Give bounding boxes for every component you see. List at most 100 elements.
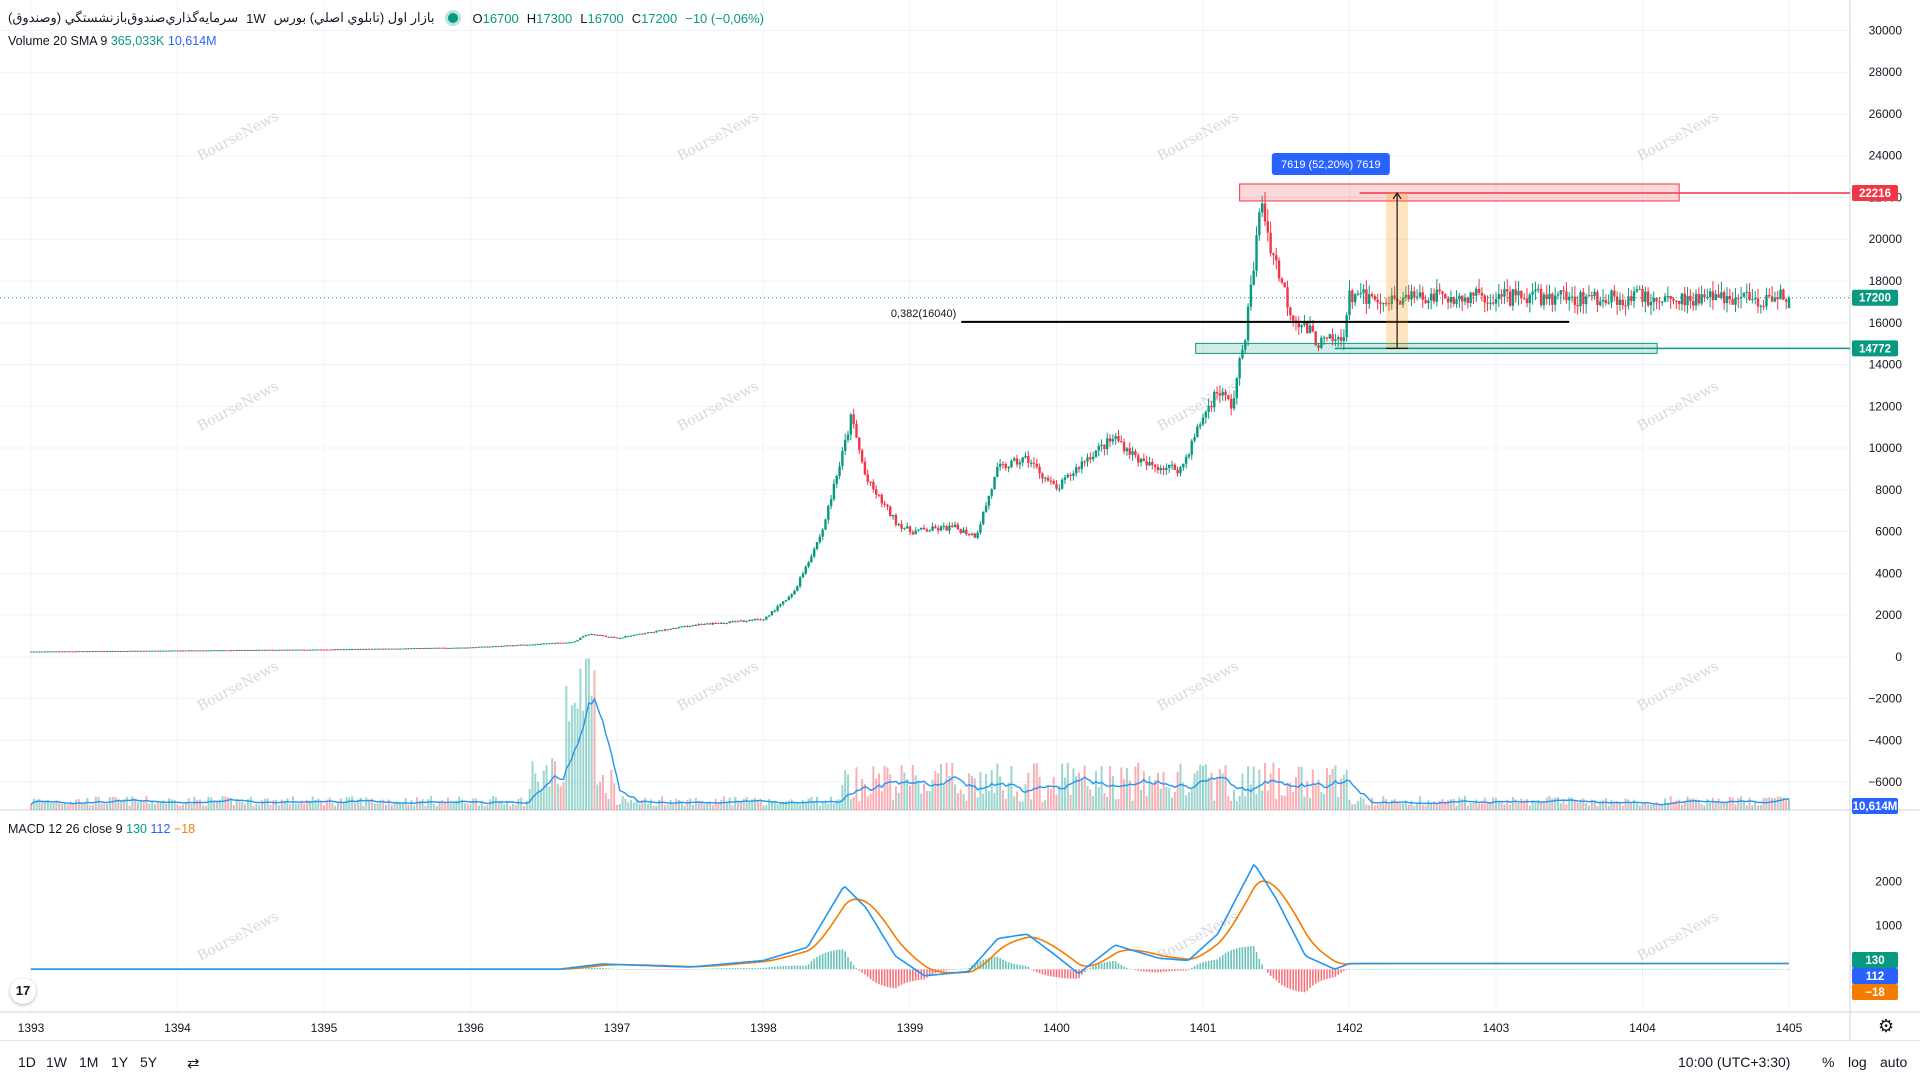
candle-body — [1703, 294, 1706, 298]
macd-hist-bar — [1568, 969, 1571, 970]
candle-body — [1599, 301, 1602, 306]
volume-bar — [970, 775, 973, 810]
clock-timezone[interactable]: 10:00 (UTC+3:30) — [1678, 1054, 1791, 1070]
volume-bar — [182, 804, 185, 810]
candle-body — [821, 529, 824, 537]
macd-hist-bar — [990, 957, 993, 970]
macd-hist-bar — [1266, 969, 1269, 973]
volume-bar — [261, 800, 264, 810]
tradingview-logo-icon[interactable]: 17 — [10, 978, 36, 1004]
timeframe-1m[interactable]: 1M — [79, 1054, 99, 1070]
volume-bar — [1292, 792, 1295, 810]
timeframe-1y[interactable]: 1Y — [111, 1054, 129, 1070]
volume-bar — [855, 767, 858, 810]
candle-body — [1060, 479, 1064, 489]
candle-body — [179, 650, 182, 652]
volume-bar — [601, 774, 604, 810]
volume-bar — [477, 805, 480, 810]
volume-bar — [1624, 798, 1627, 810]
macd-hist-bar — [951, 969, 954, 970]
volume-bar — [1221, 773, 1224, 810]
volume-bar — [745, 796, 748, 810]
candle-body — [734, 621, 737, 623]
timeframe-5y[interactable]: 5Y — [140, 1054, 158, 1070]
candle-body — [801, 573, 805, 578]
macd-hist-bar — [768, 967, 770, 970]
volume-bar — [1686, 796, 1689, 810]
candle-body — [1148, 462, 1151, 466]
macd-hist-bar — [1650, 969, 1652, 970]
volume-bar — [508, 805, 511, 810]
candle-body — [1658, 301, 1661, 303]
macd-hist-bar — [1382, 969, 1385, 970]
candle-body — [883, 503, 886, 505]
macd-hist-bar — [1314, 969, 1317, 984]
candle-body — [1151, 462, 1154, 465]
macd-hist-bar — [1621, 969, 1624, 970]
candle-body — [1706, 296, 1709, 298]
symbol-name[interactable]: سرمايه‌گذاري‌صندوق‌بازنشستگي (وصندوق) — [8, 10, 239, 25]
macd-hist-bar — [1455, 969, 1458, 970]
candle-body — [1444, 293, 1447, 299]
volume-legend[interactable]: Volume 20 SMA 9 365,033K 10,614M — [8, 34, 217, 48]
volume-bar — [1618, 801, 1621, 810]
macd-hist-bar — [579, 968, 582, 970]
candle-body — [1125, 448, 1129, 452]
gear-icon[interactable]: ⚙ — [1878, 1016, 1895, 1036]
percent-toggle[interactable]: % — [1822, 1054, 1835, 1070]
macd-hist-bar — [889, 969, 892, 988]
log-toggle[interactable]: log — [1848, 1054, 1867, 1070]
candle-body — [1669, 296, 1672, 299]
candle-body — [894, 514, 898, 525]
candle-body — [66, 651, 69, 653]
candle-body — [1579, 292, 1582, 307]
macd-hist-bar — [1683, 969, 1686, 970]
volume-bar — [342, 802, 345, 810]
candle-body — [497, 646, 500, 648]
candle-body — [218, 650, 221, 652]
candle-body — [184, 650, 188, 652]
macd-hist-bar — [661, 969, 663, 970]
macd-hist-bar — [635, 969, 638, 970]
candle-body — [1162, 468, 1165, 470]
volume-bar — [100, 803, 103, 810]
time-tick-label: 1400 — [1043, 1021, 1070, 1035]
candle-body — [1649, 301, 1653, 306]
volume-bar — [452, 802, 455, 810]
volume-bar — [1185, 795, 1188, 810]
price-badge-volume-box — [1852, 798, 1898, 814]
macd-hist-bar — [1489, 969, 1492, 970]
volume-bar — [193, 796, 196, 810]
candle-body — [522, 644, 526, 646]
macd-hist-bar — [1255, 952, 1258, 970]
volume-bar — [886, 767, 889, 810]
volume-bar — [1717, 798, 1720, 810]
macd-hist-bar — [1498, 969, 1500, 970]
auto-toggle[interactable]: auto — [1880, 1054, 1908, 1070]
candle-body — [818, 536, 822, 543]
candle-body — [421, 648, 424, 650]
date-range-icon[interactable]: ⇄ — [187, 1055, 200, 1072]
candle-body — [914, 530, 917, 535]
volume-bar — [1368, 805, 1371, 810]
candle-body — [1283, 282, 1286, 288]
volume-bar — [137, 801, 140, 810]
macd-hist-bar — [954, 969, 956, 970]
macd-legend[interactable]: MACD 12 26 close 9 130 112 −18 — [8, 822, 195, 836]
volume-bar — [41, 801, 44, 810]
volume-bar — [1024, 784, 1027, 810]
volume-bar — [1506, 799, 1509, 810]
macd-hist-bar — [833, 950, 835, 970]
candle-body — [1542, 294, 1546, 306]
volume-bar — [1573, 800, 1576, 810]
volume-bar — [1359, 796, 1362, 810]
timeframe-1d[interactable]: 1D — [18, 1054, 36, 1070]
candle-body — [1139, 458, 1143, 463]
macd-hist-bar — [1331, 969, 1334, 978]
candle-body — [886, 504, 889, 507]
macd-hist-bar — [1441, 969, 1444, 970]
timeframe-1w[interactable]: 1W — [46, 1054, 67, 1070]
candle-body — [824, 519, 827, 530]
candle-body — [272, 649, 275, 651]
